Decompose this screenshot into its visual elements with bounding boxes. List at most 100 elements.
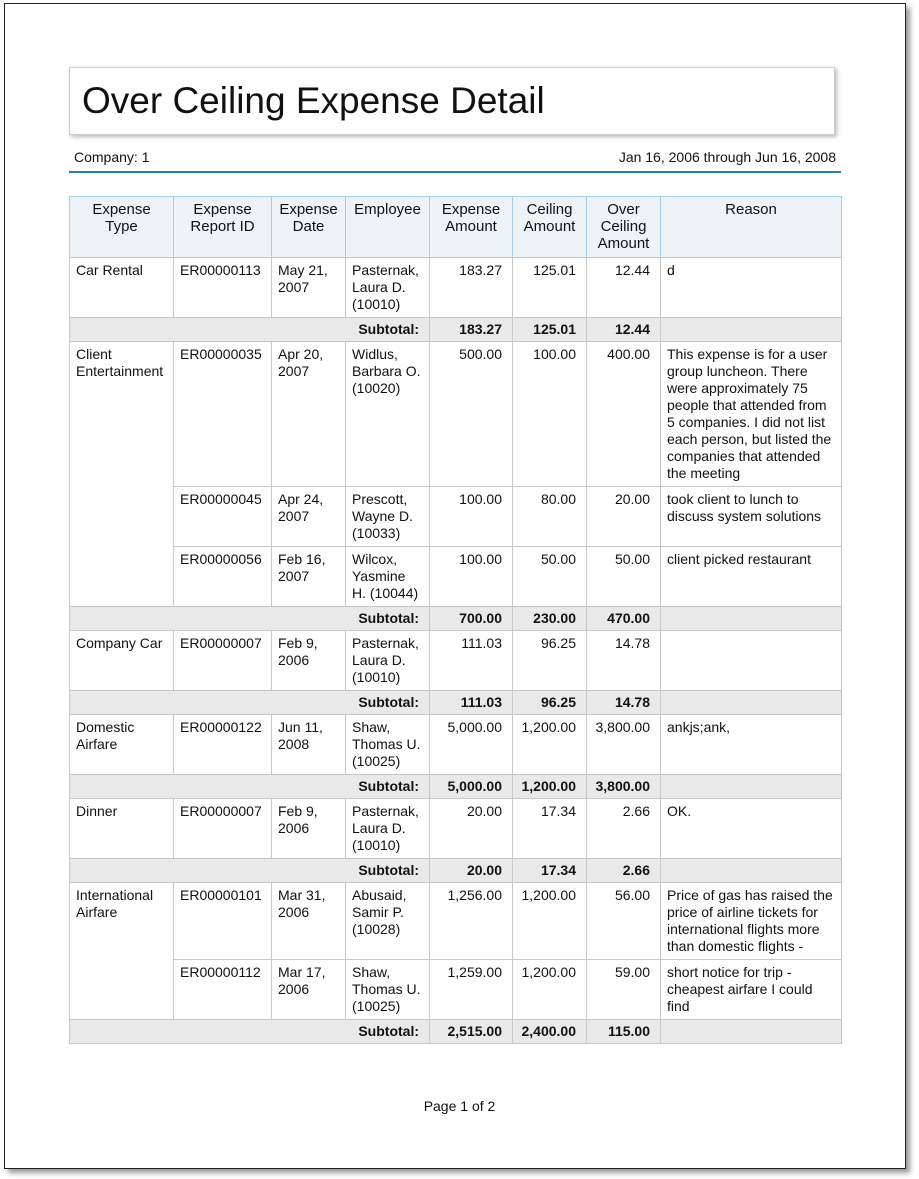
date: Feb 9, 2006	[271, 798, 346, 859]
expense-type: International Airfare	[69, 882, 174, 1020]
amount: 1,259.00	[429, 959, 513, 1020]
date: Apr 24, 2007	[271, 486, 346, 547]
subtotal-over: 14.78	[586, 690, 661, 715]
employee: Wilcox, Yasmine H. (10044)	[345, 546, 430, 607]
reason: OK.	[660, 798, 842, 859]
subtotal-label: Subtotal:	[69, 606, 430, 631]
subtotal-amount: 2,515.00	[429, 1019, 513, 1044]
date: Apr 20, 2007	[271, 341, 346, 487]
report-id: ER00000045	[173, 486, 272, 547]
subtotal-empty	[660, 858, 842, 883]
subtotal-empty	[660, 606, 842, 631]
header-rule	[69, 171, 841, 173]
subtotal-ceiling: 96.25	[512, 690, 587, 715]
expense-row: International Airfare ER00000101 Mar 31, 2…	[69, 882, 842, 1020]
expense-row: ER00000045 Apr 24, 2007 Prescott, Wayne D.…	[70, 486, 842, 547]
column-header: Expense Date	[271, 196, 346, 258]
subtotal-amount: 111.03	[429, 690, 513, 715]
subtotal-amount: 5,000.00	[429, 774, 513, 799]
date: Mar 31, 2006	[271, 882, 346, 960]
employee: Shaw, Thomas U. (10025)	[345, 714, 430, 775]
subtotal-over: 12.44	[586, 317, 661, 342]
reason: ankjs;ank,	[660, 714, 842, 775]
reason: took client to lunch to discuss system s…	[660, 486, 842, 547]
expense-type: Domestic Airfare	[69, 714, 174, 775]
page-number: Page 1 of 2	[423, 1098, 496, 1114]
report-id: ER00000056	[173, 546, 272, 607]
column-header: Expense Type	[69, 196, 174, 258]
ceiling: 1,200.00	[512, 714, 587, 775]
employee: Prescott, Wayne D. (10033)	[345, 486, 430, 547]
over: 12.44	[586, 257, 661, 318]
subtotal-over: 115.00	[586, 1019, 661, 1044]
over: 14.78	[586, 630, 661, 691]
reason: This expense is for a user group luncheo…	[660, 341, 842, 487]
subtotal-row: Subtotal: 5,000.00 1,200.00 3,800.00	[69, 774, 842, 799]
expense-row: ER00000056 Feb 16, 2007 Wilcox, Yasmine H.…	[70, 546, 842, 607]
subtotal-label: Subtotal:	[69, 317, 430, 342]
ceiling: 1,200.00	[512, 959, 587, 1020]
subtotal-ceiling: 125.01	[512, 317, 587, 342]
expense-type: Car Rental	[69, 257, 174, 318]
expense-row: Domestic Airfare ER00000122 Jun 11, 2008 Sh…	[69, 714, 842, 775]
subtotal-amount: 700.00	[429, 606, 513, 631]
amount: 100.00	[429, 546, 513, 607]
subtotal-empty	[660, 774, 842, 799]
amount: 500.00	[429, 341, 513, 487]
over: 50.00	[586, 546, 661, 607]
report-id: ER00000113	[173, 257, 272, 318]
amount: 183.27	[429, 257, 513, 318]
ceiling: 125.01	[512, 257, 587, 318]
ceiling: 17.34	[512, 798, 587, 859]
column-header: Over Ceiling Amount	[586, 196, 661, 258]
subtotal-ceiling: 2,400.00	[512, 1019, 587, 1044]
report-id: ER00000101	[173, 882, 272, 960]
expense-row: Car Rental ER00000113 May 21, 2007 Pasterna…	[69, 257, 842, 318]
header-row: Expense Type Expense Report ID Expense Dat…	[69, 196, 842, 258]
expense-table: Expense Type Expense Report ID Expense Dat…	[69, 196, 842, 1044]
expense-row: Client Entertainment ER00000035 Apr 20, 20…	[69, 341, 842, 607]
expense-type: Dinner	[69, 798, 174, 859]
reason	[660, 630, 842, 691]
amount: 1,256.00	[429, 882, 513, 960]
subtotal-amount: 20.00	[429, 858, 513, 883]
over: 59.00	[586, 959, 661, 1020]
subtotal-label: Subtotal:	[69, 690, 430, 715]
report-id: ER00000007	[173, 798, 272, 859]
ceiling: 100.00	[512, 341, 587, 487]
employee: Shaw, Thomas U. (10025)	[345, 959, 430, 1020]
column-header: Expense Report ID	[173, 196, 272, 258]
subtotal-ceiling: 17.34	[512, 858, 587, 883]
subtotal-label: Subtotal:	[69, 774, 430, 799]
column-header: Reason	[660, 196, 842, 258]
subtotal-amount: 183.27	[429, 317, 513, 342]
company: Company: 1	[74, 149, 150, 165]
subtotal-label: Subtotal:	[69, 858, 430, 883]
reason: short notice for trip - cheapest airfare…	[660, 959, 842, 1020]
employee: Widlus, Barbara O. (10020)	[345, 341, 430, 487]
employee: Pasternak, Laura D. (10010)	[345, 798, 430, 859]
over: 2.66	[586, 798, 661, 859]
over: 3,800.00	[586, 714, 661, 775]
date: May 21, 2007	[271, 257, 346, 318]
subtotal-ceiling: 1,200.00	[512, 774, 587, 799]
reason: d	[660, 257, 842, 318]
title-box: Over Ceiling Expense Detail	[69, 67, 835, 135]
expense-type: Client Entertainment	[69, 341, 174, 607]
subtotal-empty	[660, 690, 842, 715]
subtotal-empty	[660, 1019, 842, 1044]
date: Mar 17, 2006	[271, 959, 346, 1020]
subtotal-ceiling: 230.00	[512, 606, 587, 631]
column-header: Expense Amount	[429, 196, 513, 258]
date: Jun 11, 2008	[271, 714, 346, 775]
reason: client picked restaurant	[660, 546, 842, 607]
over: 56.00	[586, 882, 661, 960]
report-title: Over Ceiling Expense Detail	[82, 80, 545, 121]
over: 400.00	[586, 341, 661, 487]
date-range: Jan 16, 2006 through Jun 16, 2008	[618, 149, 836, 165]
report-id: ER00000122	[173, 714, 272, 775]
ceiling: 1,200.00	[512, 882, 587, 960]
report-id: ER00000112	[173, 959, 272, 1020]
subtotal-row: Subtotal: 111.03 96.25 14.78	[69, 690, 842, 715]
